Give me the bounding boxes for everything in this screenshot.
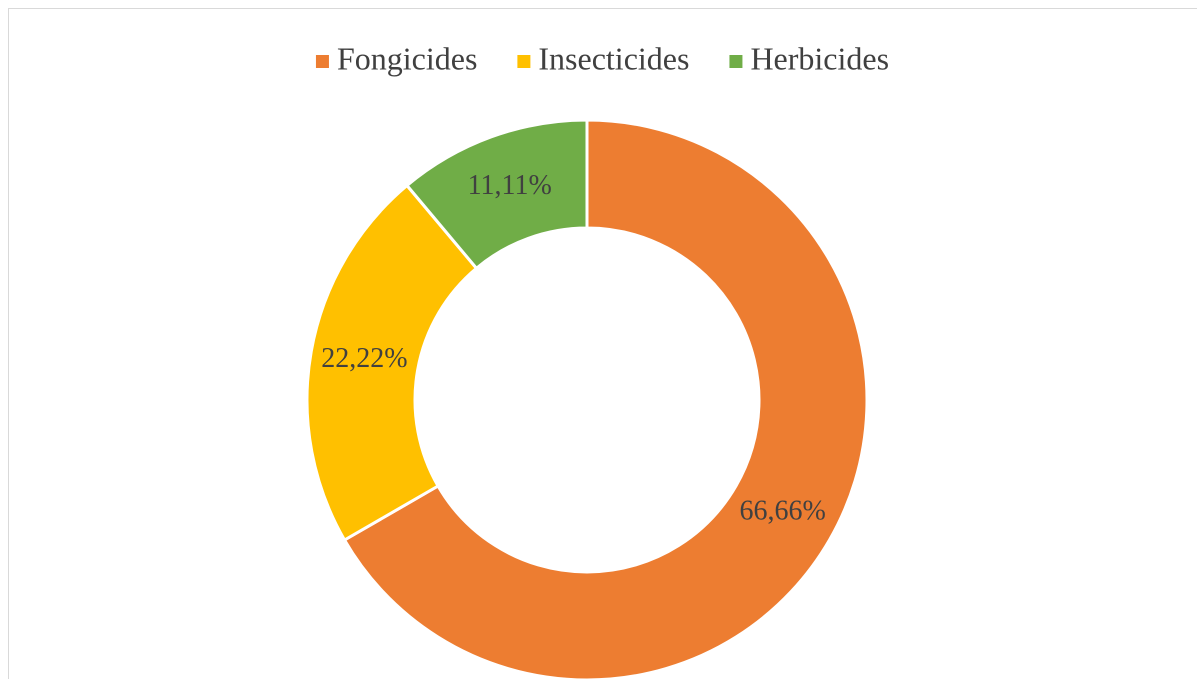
donut-slice [342, 118, 869, 679]
legend-label: Insecticides [538, 40, 689, 76]
data-label: 11,11% [468, 170, 552, 201]
legend-swatch [315, 55, 329, 68]
legend-swatch [729, 55, 743, 68]
data-label: 66,66% [740, 495, 826, 526]
legend-label: Herbicides [750, 40, 889, 76]
legend: Fongicides Insecticides Herbicides [315, 40, 889, 76]
donut-slice [404, 118, 589, 271]
legend-label: Fongicides [337, 40, 477, 76]
legend-swatch [517, 55, 531, 68]
data-label: 22,22% [321, 343, 407, 374]
donut-slice [305, 183, 479, 543]
